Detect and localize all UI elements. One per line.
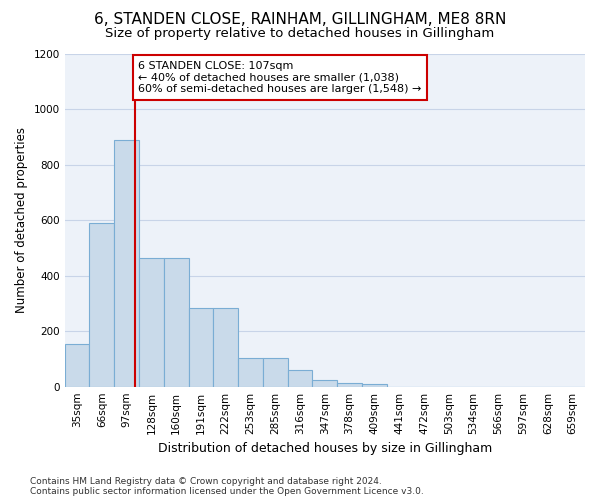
Bar <box>139 258 164 386</box>
Bar <box>89 223 114 386</box>
Bar <box>337 382 362 386</box>
X-axis label: Distribution of detached houses by size in Gillingham: Distribution of detached houses by size … <box>158 442 492 455</box>
Bar <box>164 258 188 386</box>
Bar <box>313 380 337 386</box>
Bar <box>238 358 263 386</box>
Text: 6, STANDEN CLOSE, RAINHAM, GILLINGHAM, ME8 8RN: 6, STANDEN CLOSE, RAINHAM, GILLINGHAM, M… <box>94 12 506 28</box>
Bar <box>263 358 287 386</box>
Bar <box>287 370 313 386</box>
Bar <box>362 384 387 386</box>
Bar <box>114 140 139 386</box>
Bar <box>188 308 214 386</box>
Bar <box>214 308 238 386</box>
Text: 6 STANDEN CLOSE: 107sqm
← 40% of detached houses are smaller (1,038)
60% of semi: 6 STANDEN CLOSE: 107sqm ← 40% of detache… <box>139 61 422 94</box>
Text: Size of property relative to detached houses in Gillingham: Size of property relative to detached ho… <box>106 28 494 40</box>
Text: Contains HM Land Registry data © Crown copyright and database right 2024.
Contai: Contains HM Land Registry data © Crown c… <box>30 476 424 496</box>
Bar <box>65 344 89 386</box>
Y-axis label: Number of detached properties: Number of detached properties <box>15 128 28 314</box>
